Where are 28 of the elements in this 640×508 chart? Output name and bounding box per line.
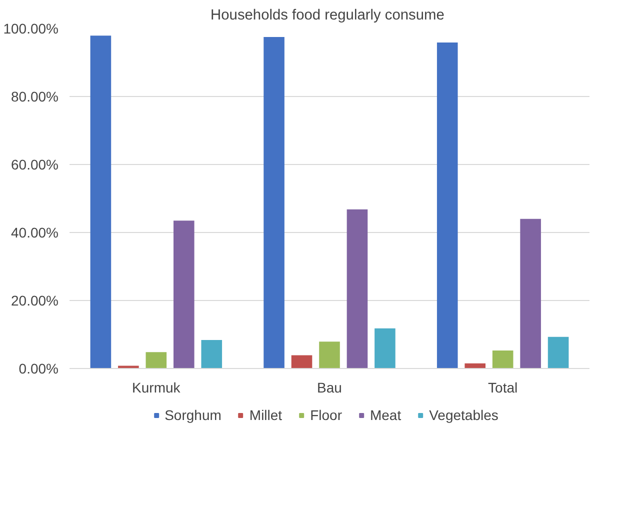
legend-label: Millet	[249, 407, 282, 423]
bar	[548, 336, 569, 368]
legend-label: Floor	[310, 407, 342, 423]
bar	[201, 340, 222, 368]
legend-label: Vegetables	[429, 407, 498, 423]
bar	[346, 209, 368, 368]
bar	[264, 37, 284, 368]
bar	[374, 328, 396, 368]
x-tick-label: Total	[488, 380, 518, 396]
legend-label: Meat	[370, 407, 402, 423]
x-tick-label: Bau	[317, 380, 342, 396]
bar	[520, 218, 541, 368]
bar	[436, 42, 458, 368]
bar	[90, 36, 112, 368]
legend-label: Sorghum	[164, 407, 222, 423]
y-tick-label: 60.00%	[11, 156, 58, 172]
chart-title: Households food regularly consume	[210, 8, 444, 24]
bar	[174, 220, 194, 368]
bar	[291, 355, 312, 368]
y-tick-label: 80.00%	[11, 88, 58, 104]
y-tick-label: 40.00%	[11, 224, 58, 240]
bar	[319, 342, 340, 368]
bar	[492, 350, 514, 368]
y-tick-label: 0.00%	[18, 360, 59, 376]
y-tick-label: 20.00%	[11, 292, 58, 308]
y-tick-label: 100.00%	[3, 20, 59, 36]
bar	[146, 352, 167, 368]
x-tick-label: Kurmuk	[132, 380, 182, 396]
